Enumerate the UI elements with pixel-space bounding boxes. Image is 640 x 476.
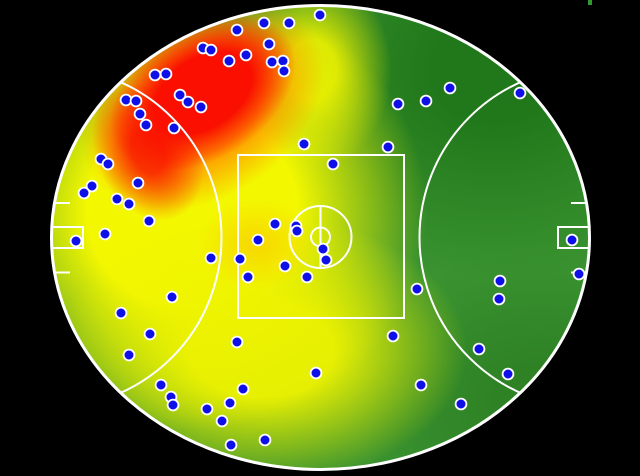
data-point: [143, 327, 157, 341]
data-point: [181, 95, 195, 109]
data-point: [493, 274, 507, 288]
data-point: [165, 290, 179, 304]
data-point: [200, 402, 214, 416]
data-point: [204, 43, 218, 57]
data-point: [290, 224, 304, 238]
data-point: [381, 140, 395, 154]
data-point: [133, 107, 147, 121]
data-point: [230, 23, 244, 37]
data-point: [297, 137, 311, 151]
data-point: [262, 37, 276, 51]
data-point: [410, 282, 424, 296]
data-point: [319, 253, 333, 267]
data-point: [565, 233, 579, 247]
data-point: [166, 398, 180, 412]
data-point: [85, 179, 99, 193]
heat-blob: [91, 83, 205, 221]
data-point: [131, 176, 145, 190]
data-point: [391, 97, 405, 111]
goal-square-line: [557, 226, 590, 249]
data-point: [443, 81, 457, 95]
data-point: [501, 367, 515, 381]
data-point: [233, 252, 247, 266]
data-point: [224, 438, 238, 452]
data-point: [122, 348, 136, 362]
data-point: [139, 118, 153, 132]
data-point: [239, 48, 253, 62]
data-point: [114, 306, 128, 320]
data-point: [230, 335, 244, 349]
data-point: [414, 378, 428, 392]
field-lines-layer: [51, 66, 590, 409]
data-point: [300, 270, 314, 284]
data-point: [204, 251, 218, 265]
data-point: [167, 121, 181, 135]
data-point: [278, 259, 292, 273]
data-point: [222, 54, 236, 68]
data-point: [251, 233, 265, 247]
data-point: [159, 67, 173, 81]
data-point: [69, 234, 83, 248]
data-point: [110, 192, 124, 206]
data-point: [513, 86, 527, 100]
data-point: [129, 94, 143, 108]
data-point: [194, 100, 208, 114]
fifty-metre-arc: [51, 66, 223, 409]
data-point: [77, 186, 91, 200]
heat-blob: [57, 215, 467, 470]
data-point: [122, 197, 136, 211]
data-point: [492, 292, 506, 306]
data-point: [282, 16, 296, 30]
fifty-metre-arc: [418, 66, 590, 409]
data-point: [98, 227, 112, 241]
center-square-line: [237, 154, 405, 319]
data-point: [215, 414, 229, 428]
screen-artifact: [588, 0, 592, 5]
data-point: [419, 94, 433, 108]
data-point: [101, 157, 115, 171]
goal-square-line: [51, 226, 84, 249]
data-point: [268, 217, 282, 231]
data-point: [313, 8, 327, 22]
data-point: [309, 366, 323, 380]
data-point: [265, 55, 279, 69]
data-point: [316, 242, 330, 256]
data-point: [154, 378, 168, 392]
data-point: [326, 157, 340, 171]
data-point: [572, 267, 586, 281]
data-point: [277, 64, 291, 78]
data-point: [454, 397, 468, 411]
data-point: [472, 342, 486, 356]
data-point: [223, 396, 237, 410]
data-point: [173, 88, 187, 102]
boundary-line: [50, 4, 591, 471]
data-point: [142, 214, 156, 228]
data-point: [236, 382, 250, 396]
data-point: [258, 433, 272, 447]
data-point: [257, 16, 271, 30]
data-point: [386, 329, 400, 343]
disposal-points-layer: [69, 8, 586, 452]
data-point: [148, 68, 162, 82]
data-point: [241, 270, 255, 284]
